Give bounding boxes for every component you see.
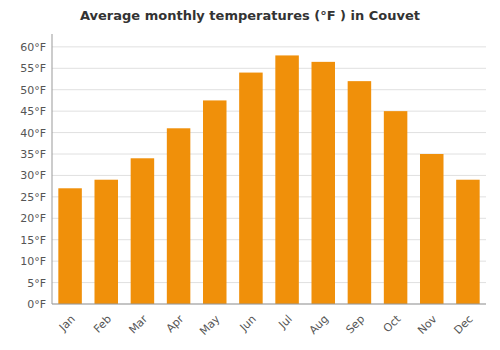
x-tick-label: Jun [237, 313, 259, 335]
bar [94, 180, 118, 304]
grid-line [52, 304, 486, 305]
y-tick-label: 35°F [20, 148, 46, 161]
bar [420, 154, 444, 304]
x-tick-label: Nov [415, 312, 440, 337]
grid-line [52, 89, 486, 90]
y-tick-label: 25°F [20, 191, 46, 204]
x-tick-label: Sep [343, 313, 367, 337]
y-tick-label: 30°F [20, 169, 46, 182]
y-axis-line [52, 34, 53, 304]
grid-line [52, 111, 486, 112]
x-tick-label: Jan [56, 313, 78, 335]
x-axis-line [52, 304, 486, 305]
x-tick-label: Mar [126, 312, 150, 336]
y-tick-label: 60°F [20, 41, 46, 54]
x-tick-label: Apr [164, 312, 187, 335]
title: Average monthly temperatures (°F ) in Co… [80, 8, 420, 23]
y-grid [52, 47, 486, 304]
y-tick-label: 45°F [20, 105, 46, 118]
bar [167, 128, 191, 304]
y-tick-label: 5°F [27, 277, 46, 290]
x-tick-label: Feb [91, 313, 114, 336]
x-tick-label: Jul [276, 313, 295, 332]
bars [58, 55, 479, 304]
bar [384, 111, 408, 304]
bar [348, 81, 372, 304]
x-tick-labels: Jan Feb Mar Apr May Jun Jul Aug Sep Oct Nov Dec [56, 312, 476, 338]
page: {"chart_data": {"type": "bar", "title": … [0, 0, 500, 350]
bar [58, 188, 82, 304]
bar [203, 100, 227, 304]
x-tick-label: Aug [307, 313, 331, 337]
grid-line [52, 46, 486, 47]
bar [131, 158, 155, 304]
bar [239, 73, 263, 304]
chart-container: Average monthly temperatures (°F ) in Co… [0, 0, 500, 350]
bar [275, 55, 299, 304]
y-tick-labels: 0°F 5°F 10°F 15°F 20°F 25°F 30°F 35°F 40°F 45°F 50… [20, 41, 46, 311]
y-tick-label: 55°F [20, 62, 46, 75]
y-tick-label: 10°F [20, 255, 46, 268]
y-tick-label: 40°F [20, 127, 46, 140]
grid-line [52, 68, 486, 69]
bar [456, 180, 480, 304]
bar [311, 62, 335, 304]
chart-svg: Average monthly temperatures (°F ) in Co… [0, 0, 500, 350]
y-tick-label: 50°F [20, 84, 46, 97]
y-tick-label: 20°F [20, 212, 46, 225]
grid-line [52, 132, 486, 133]
y-tick-label: 0°F [27, 298, 46, 311]
y-tick-label: 15°F [20, 234, 46, 247]
x-tick-label: May [197, 312, 223, 338]
x-tick-label: Oct [381, 312, 404, 335]
x-tick-label: Dec [451, 313, 475, 337]
